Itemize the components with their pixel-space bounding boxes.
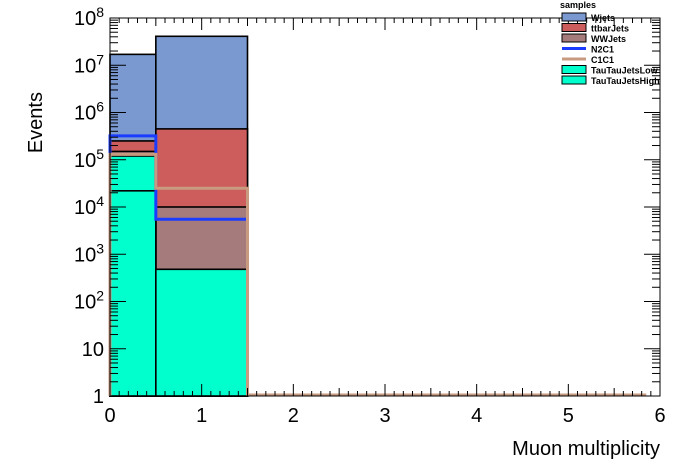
legend-label-wwjets: WWJets xyxy=(591,34,626,44)
y-tick-label: 10 xyxy=(82,339,104,361)
legend-label-ttbarjets: ttbarJets xyxy=(591,24,629,34)
y-tick-label: 105 xyxy=(74,146,104,172)
y-tick-label: 102 xyxy=(74,288,104,314)
y-tick-label: 1 xyxy=(93,386,104,408)
legend-label-wjets: Wjets xyxy=(591,13,615,23)
x-axis-title: Muon multiplicity xyxy=(512,438,660,460)
y-tick-label: 108 xyxy=(74,4,104,30)
x-tick-label: 4 xyxy=(471,405,482,427)
x-tick-label: 2 xyxy=(288,405,299,427)
y-axis-title: Events xyxy=(25,92,47,153)
y-tick-label: 106 xyxy=(74,99,104,125)
legend-swatch-tautaujetshigh xyxy=(561,75,587,85)
legend-title: samples xyxy=(560,0,596,10)
legend: samples WjetsttbarJetsWWJetsN2C1C1C1TauT… xyxy=(560,0,660,86)
bars-layer xyxy=(109,35,249,397)
y-tick-labels: 1 10 102 103 104 105 106 107 108 xyxy=(74,4,104,408)
legend-label-n2c1: N2C1 xyxy=(591,45,614,55)
bar-tautaujetshigh-bin-1 xyxy=(155,268,249,397)
x-tick-labels: 0 1 2 3 4 5 6 xyxy=(104,405,665,427)
x-tick-label: 1 xyxy=(196,405,207,427)
legend-swatch-tautaujetslow xyxy=(561,65,587,74)
y-tick-label: 104 xyxy=(74,193,104,219)
legend-swatch-wwjets xyxy=(561,33,587,43)
x-tick-label: 5 xyxy=(563,405,574,427)
legend-label-c1c1: C1C1 xyxy=(591,55,614,65)
legend-label-tautaujetslow: TauTauJetsLow xyxy=(591,66,659,76)
x-tick-label: 3 xyxy=(379,405,390,427)
y-tick-label: 103 xyxy=(74,240,104,266)
legend-label-tautaujetshigh: TauTauJetsHigh xyxy=(591,76,660,86)
x-tick-label: 6 xyxy=(654,405,665,427)
ticks-layer xyxy=(109,18,661,397)
legend-swatch-ttbarjets xyxy=(561,23,587,32)
legend-swatch-wjets xyxy=(561,12,587,22)
y-tick-label: 107 xyxy=(74,51,104,77)
x-tick-label: 0 xyxy=(104,405,115,427)
